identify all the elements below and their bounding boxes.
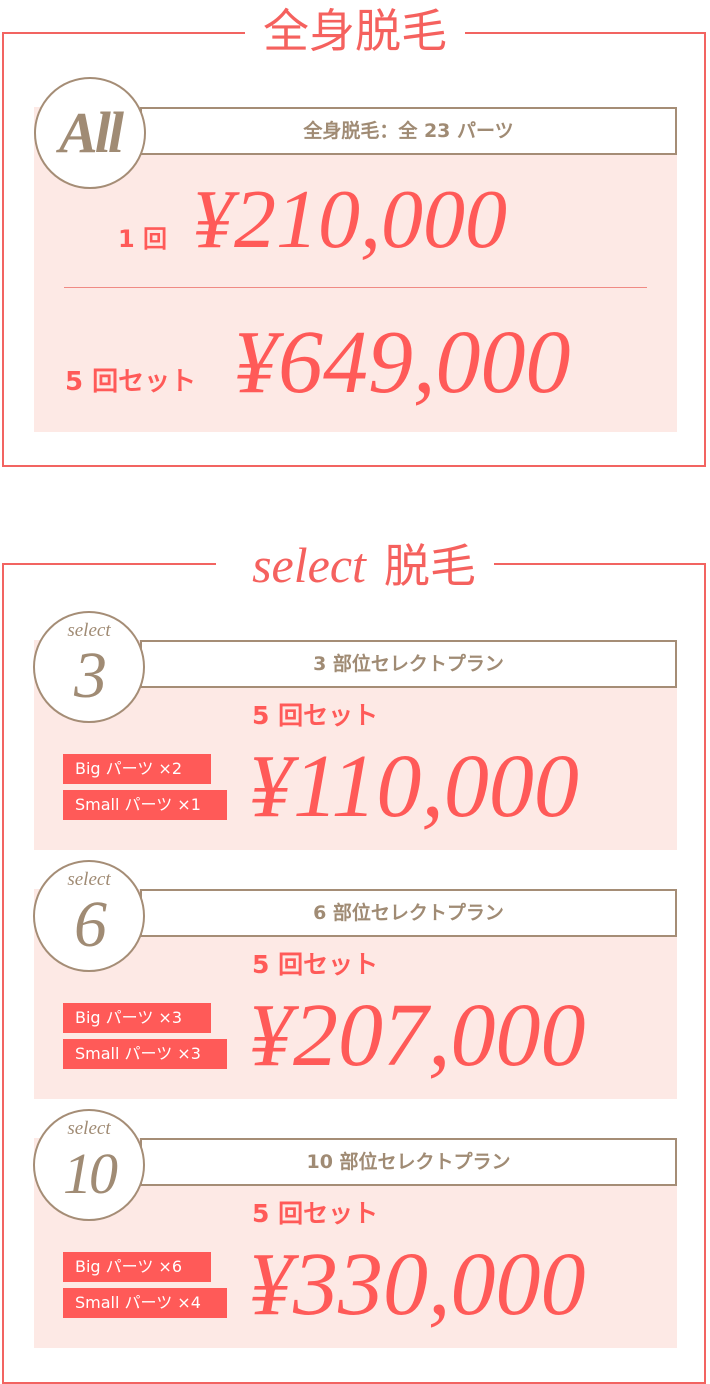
plan-set-label: 5 回セット [252, 950, 379, 979]
full-body-card [34, 107, 677, 432]
full-body-header: 全身脱毛：全 23 パーツ [140, 107, 677, 155]
plan-badge-number: 6 [74, 888, 107, 961]
plan-badge: select 6 [33, 860, 145, 972]
plan-badge-small: select [67, 869, 111, 890]
plan-badge: select 3 [33, 611, 145, 723]
plan-header: 10 部位セレクトプラン [140, 1138, 677, 1186]
plan-price: ¥207,000 [248, 986, 586, 1085]
all-badge: All [34, 77, 146, 189]
full-body-title: 全身脱毛 [0, 4, 710, 58]
plan-set-label: 5 回セット [252, 1199, 379, 1228]
plan-set-label: 5 回セット [252, 701, 379, 730]
all-badge-text: All [59, 100, 124, 165]
plan-badge-number: 10 [63, 1141, 118, 1206]
plan-header: 3 部位セレクトプラン [140, 640, 677, 688]
single-label: 1 回 [118, 225, 168, 253]
select-title-script: select [234, 537, 384, 593]
small-parts-tag: Small パーツ ×1 [63, 790, 227, 820]
select-title: select 脱毛 [0, 537, 710, 593]
single-price: ¥210,000 [192, 173, 507, 266]
plan-badge-small: select [67, 620, 111, 641]
small-parts-tag: Small パーツ ×4 [63, 1288, 227, 1318]
plan-price: ¥110,000 [248, 737, 579, 836]
plan-badge: select 10 [33, 1109, 145, 1221]
select-title-kanji: 脱毛 [383, 539, 476, 593]
big-parts-tag: Big パーツ ×2 [63, 754, 211, 784]
plan-header: 6 部位セレクトプラン [140, 889, 677, 937]
set-label: 5 回セット [65, 367, 197, 397]
big-parts-tag: Big パーツ ×6 [63, 1252, 211, 1282]
full-body-title-text: 全身脱毛 [245, 4, 465, 58]
divider [64, 287, 647, 288]
set-price: ¥649,000 [233, 313, 571, 412]
plan-badge-small: select [67, 1118, 111, 1139]
plan-price: ¥330,000 [248, 1235, 586, 1334]
small-parts-tag: Small パーツ ×3 [63, 1039, 227, 1069]
big-parts-tag: Big パーツ ×3 [63, 1003, 211, 1033]
plan-badge-number: 3 [74, 639, 107, 712]
